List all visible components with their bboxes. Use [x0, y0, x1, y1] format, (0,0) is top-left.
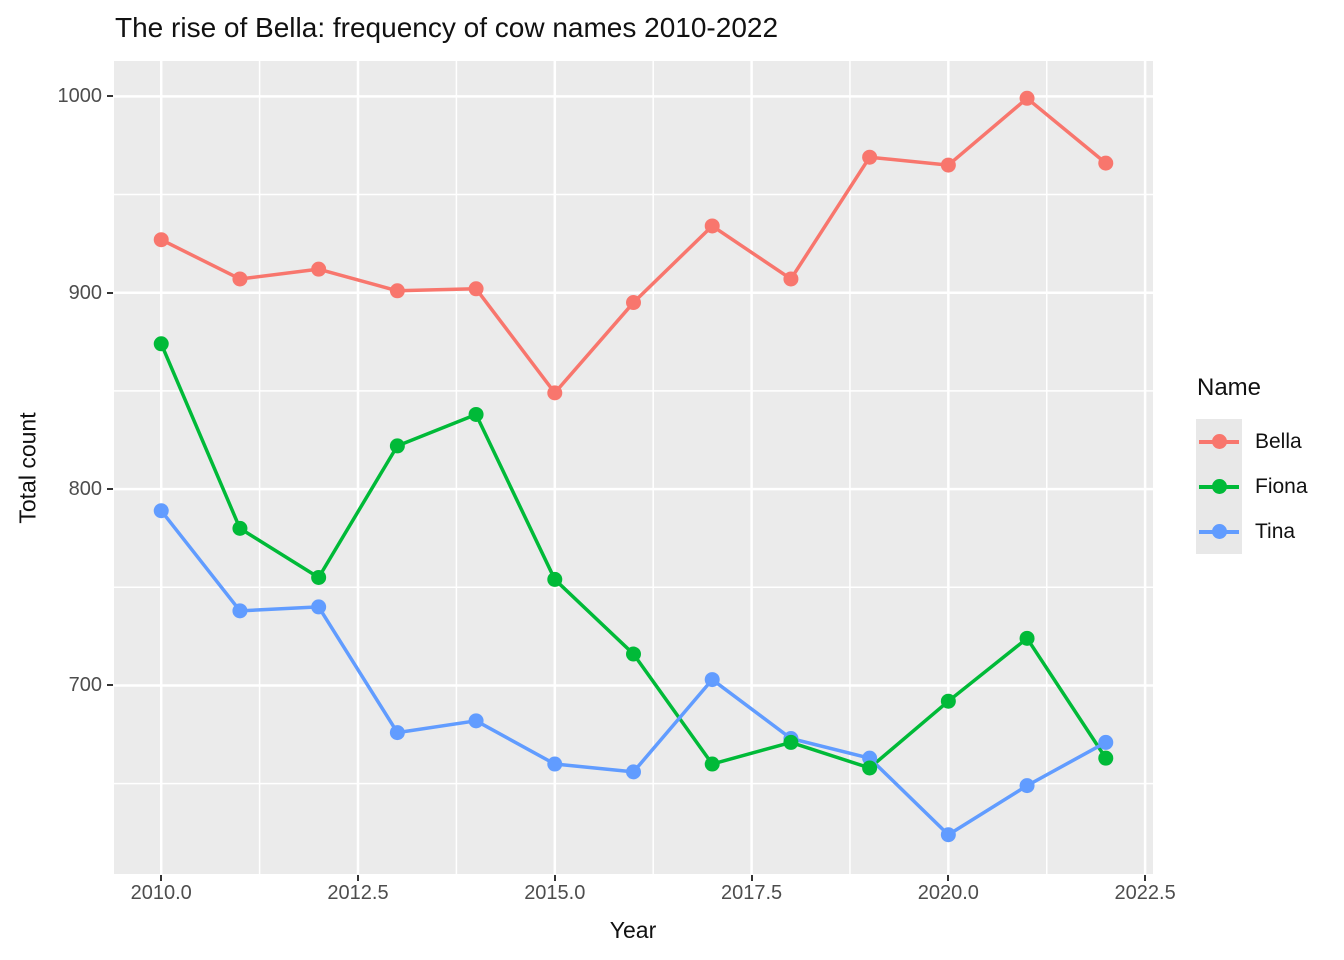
legend-item-bella: Bella [1196, 419, 1308, 464]
data-point-tina [468, 713, 484, 729]
legend-label: Bella [1255, 429, 1302, 453]
chart-title: The rise of Bella: frequency of cow name… [115, 12, 779, 43]
data-point-fiona [311, 569, 327, 585]
legend-label: Fiona [1255, 474, 1308, 498]
y-tick-label: 700 [68, 674, 102, 697]
x-tick-mark [160, 875, 163, 881]
legend-key-point-icon [1211, 524, 1227, 539]
data-point-fiona [940, 693, 956, 709]
data-point-fiona [153, 336, 169, 352]
x-tick-mark [750, 875, 753, 881]
legend-key [1196, 419, 1242, 464]
x-tick-label: 2017.5 [720, 882, 783, 904]
x-tick-mark [947, 875, 950, 881]
legend-key-point-icon [1211, 434, 1227, 449]
data-point-tina [940, 827, 956, 843]
y-tick-label: 800 [68, 478, 102, 501]
data-point-fiona [389, 438, 405, 454]
x-tick-mark [553, 875, 556, 881]
data-point-bella [232, 271, 248, 287]
x-tick-label: 2010.0 [130, 882, 192, 904]
x-tick-mark [1144, 875, 1147, 881]
data-point-bella [1098, 155, 1114, 171]
y-tick-mark [107, 95, 113, 98]
data-point-bella [547, 385, 563, 401]
data-point-bella [862, 149, 878, 165]
data-point-tina [1098, 734, 1114, 750]
legend-items: Bella Fiona Tina [1196, 419, 1308, 554]
legend-key [1196, 464, 1242, 509]
series-line-bella [159, 96, 1108, 395]
data-point-bella [626, 295, 641, 311]
data-point-tina [1019, 778, 1035, 794]
legend: Name Bella Fiona Tina [1196, 374, 1308, 554]
x-tick-label: 2015.0 [524, 882, 586, 904]
plot-svg [114, 61, 1153, 874]
data-point-bella [468, 281, 484, 297]
y-axis-title: Total count [14, 412, 41, 524]
data-point-bella [311, 261, 327, 277]
x-tick-label: 2020.0 [917, 882, 979, 904]
legend-key-point-icon [1211, 479, 1227, 494]
data-point-bella [940, 157, 956, 173]
data-point-fiona [626, 646, 641, 662]
data-point-fiona [468, 406, 484, 422]
legend-item-fiona: Fiona [1196, 464, 1308, 509]
data-point-tina [153, 503, 169, 519]
data-point-bella [704, 218, 720, 234]
data-point-fiona [547, 571, 563, 587]
data-point-tina [704, 672, 720, 688]
data-point-fiona [862, 760, 878, 776]
x-tick-label: 2022.5 [1114, 882, 1176, 904]
data-point-fiona [1098, 750, 1114, 766]
data-point-tina [389, 725, 405, 741]
y-tick-mark [107, 684, 113, 687]
data-point-bella [153, 232, 169, 248]
data-point-tina [311, 599, 327, 615]
x-axis-title: Year [609, 917, 657, 943]
series-line-fiona [159, 342, 1108, 770]
y-tick-label: 1000 [57, 85, 103, 108]
legend-key [1196, 509, 1242, 554]
legend-title: Name [1197, 374, 1262, 401]
plot-panel [114, 61, 1153, 874]
y-tick-mark [107, 291, 113, 294]
data-point-bella [1019, 90, 1035, 106]
data-point-bella [783, 271, 799, 287]
y-tick-label: 900 [68, 281, 102, 304]
data-point-fiona [704, 756, 720, 772]
y-tick-mark [107, 488, 113, 491]
legend-label: Tina [1255, 519, 1296, 543]
data-point-fiona [232, 520, 248, 536]
data-point-tina [232, 603, 248, 619]
series-line-tina [159, 508, 1108, 837]
data-point-fiona [1019, 630, 1035, 646]
legend-item-tina: Tina [1196, 509, 1308, 554]
x-tick-label: 2012.5 [327, 882, 389, 904]
data-point-tina [626, 764, 641, 780]
data-point-fiona [783, 734, 799, 750]
data-point-tina [547, 756, 563, 772]
x-tick-mark [357, 875, 359, 881]
data-point-bella [389, 283, 405, 299]
